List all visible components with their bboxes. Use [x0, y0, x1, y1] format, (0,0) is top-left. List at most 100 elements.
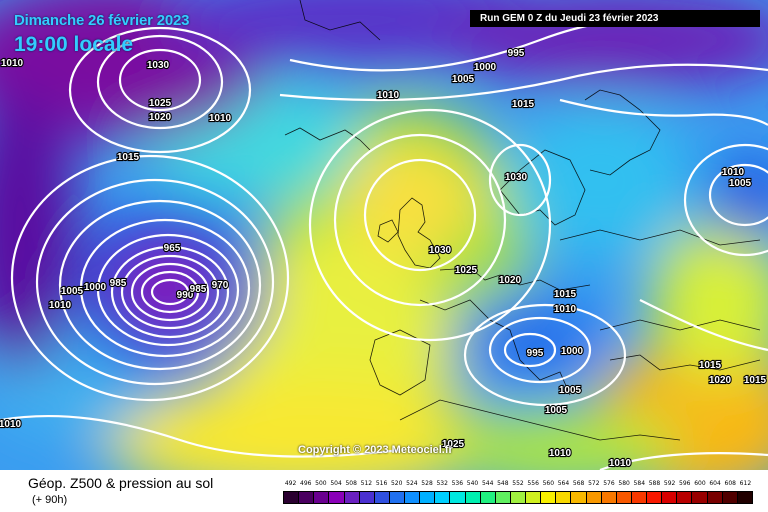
isobar-label: 1030 — [429, 245, 452, 256]
isobar-label: 985 — [110, 278, 127, 289]
scale-label: 520 — [390, 480, 403, 487]
isobar-label: 1025 — [149, 98, 172, 109]
isobar-label: 1015 — [554, 289, 577, 300]
color-swatch — [647, 492, 663, 503]
product-title: Géop. Z500 & pression au sol — [28, 475, 214, 491]
isobar-label: 1010 — [209, 113, 232, 124]
isobar-label: 1005 — [452, 74, 475, 85]
scale-label: 508 — [345, 480, 357, 487]
isobar-label: 1010 — [554, 304, 577, 315]
scale-label: 604 — [709, 480, 721, 487]
forecast-date: Dimanche 26 février 2023 — [14, 12, 190, 29]
scale-label: 492 — [284, 480, 297, 487]
isobar-label: 1010 — [1, 58, 24, 69]
isobars — [0, 17, 768, 470]
scale-label: 584 — [633, 480, 646, 487]
color-swatch — [601, 492, 617, 503]
color-swatch — [420, 492, 436, 503]
scale-label: 532 — [436, 480, 448, 487]
isobar-label: 1010 — [609, 458, 632, 469]
color-swatch — [722, 492, 738, 503]
isobar-label: 1020 — [499, 275, 522, 286]
color-swatch — [435, 492, 451, 503]
isobar-label: 1015 — [744, 375, 767, 386]
scale-label: 544 — [481, 480, 494, 487]
forecast-time: 19:00 locale — [14, 33, 134, 56]
isobar-label: 1005 — [61, 286, 84, 297]
scale-label: 592 — [663, 480, 676, 487]
color-swatch — [616, 492, 632, 503]
scale-label: 540 — [466, 480, 479, 487]
isobar-label: 1015 — [699, 360, 722, 371]
isobar-label: 995 — [508, 48, 525, 59]
copyright-notice: Copyright © 2023 Meteociel.fr — [298, 444, 453, 456]
isobar-label: 1000 — [561, 346, 584, 357]
scale-label: 560 — [542, 480, 555, 487]
isobar-label: 1005 — [729, 178, 752, 189]
isobar-label: 1010 — [722, 167, 745, 178]
scale-label: 608 — [724, 480, 736, 487]
color-swatch — [526, 492, 542, 503]
color-swatch — [299, 492, 315, 503]
scale-label: 568 — [572, 480, 585, 487]
isobar-label: 1025 — [442, 439, 465, 450]
color-swatch — [692, 492, 708, 503]
isobar-label: 970 — [212, 280, 229, 291]
scale-label: 552 — [512, 480, 524, 487]
geopotential-field — [0, 0, 768, 470]
model-run-info: Run GEM 0 Z du Jeudi 23 février 2023 — [470, 10, 760, 27]
color-swatch — [541, 492, 557, 503]
color-swatch — [374, 492, 390, 503]
isobar-label: 1030 — [147, 60, 170, 71]
isobar-label: 1010 — [0, 419, 22, 430]
scale-label: 612 — [739, 480, 752, 487]
scale-label: 596 — [679, 480, 691, 487]
isobar-label: 1010 — [549, 448, 572, 459]
color-swatch — [737, 492, 752, 503]
isobar-label: 1015 — [117, 152, 140, 163]
legend-footer: Géop. Z500 & pression au sol (+ 90h) 492… — [0, 470, 768, 512]
color-swatch — [465, 492, 481, 503]
isobar-label: 1020 — [149, 112, 172, 123]
scale-label: 512 — [360, 480, 373, 487]
color-scale-labels: 492 496 500 504 508 512 516 520 524 528 532 536 540 5… — [283, 480, 753, 489]
color-swatch — [556, 492, 572, 503]
color-swatch — [495, 492, 511, 503]
color-swatch — [284, 492, 300, 503]
scale-label: 528 — [421, 480, 433, 487]
color-swatch — [314, 492, 330, 503]
isobar-label: 1025 — [455, 265, 478, 276]
isobar-label: 1005 — [559, 385, 582, 396]
isobar-label: 1010 — [377, 90, 400, 101]
isobar-label: 1005 — [545, 405, 568, 416]
color-swatch — [329, 492, 345, 503]
isobar-label: 1000 — [474, 62, 497, 73]
isobar-label: 1010 — [49, 300, 72, 311]
scale-label: 576 — [603, 480, 615, 487]
color-swatch — [359, 492, 375, 503]
scale-label: 600 — [694, 480, 706, 487]
scale-label: 536 — [451, 480, 464, 487]
color-swatch — [450, 492, 466, 503]
scale-label: 500 — [315, 480, 327, 487]
isobar-label: 1015 — [512, 99, 535, 110]
scale-label: 588 — [648, 480, 661, 487]
scale-label: 524 — [406, 480, 418, 487]
color-swatch — [510, 492, 526, 503]
color-swatch — [677, 492, 693, 503]
scale-label: 580 — [618, 480, 630, 487]
scale-label: 572 — [588, 480, 600, 487]
isobar-label: 1020 — [709, 375, 732, 386]
isobar-label: 1030 — [505, 172, 528, 183]
isobar-label: 985 — [190, 284, 207, 295]
color-swatch — [389, 492, 405, 503]
lead-time: (+ 90h) — [32, 494, 68, 506]
scale-label: 548 — [497, 480, 509, 487]
color-swatch — [480, 492, 496, 503]
isobar-label: 990 — [177, 290, 194, 301]
color-swatch — [631, 492, 647, 503]
isobar-label: 995 — [527, 348, 544, 359]
